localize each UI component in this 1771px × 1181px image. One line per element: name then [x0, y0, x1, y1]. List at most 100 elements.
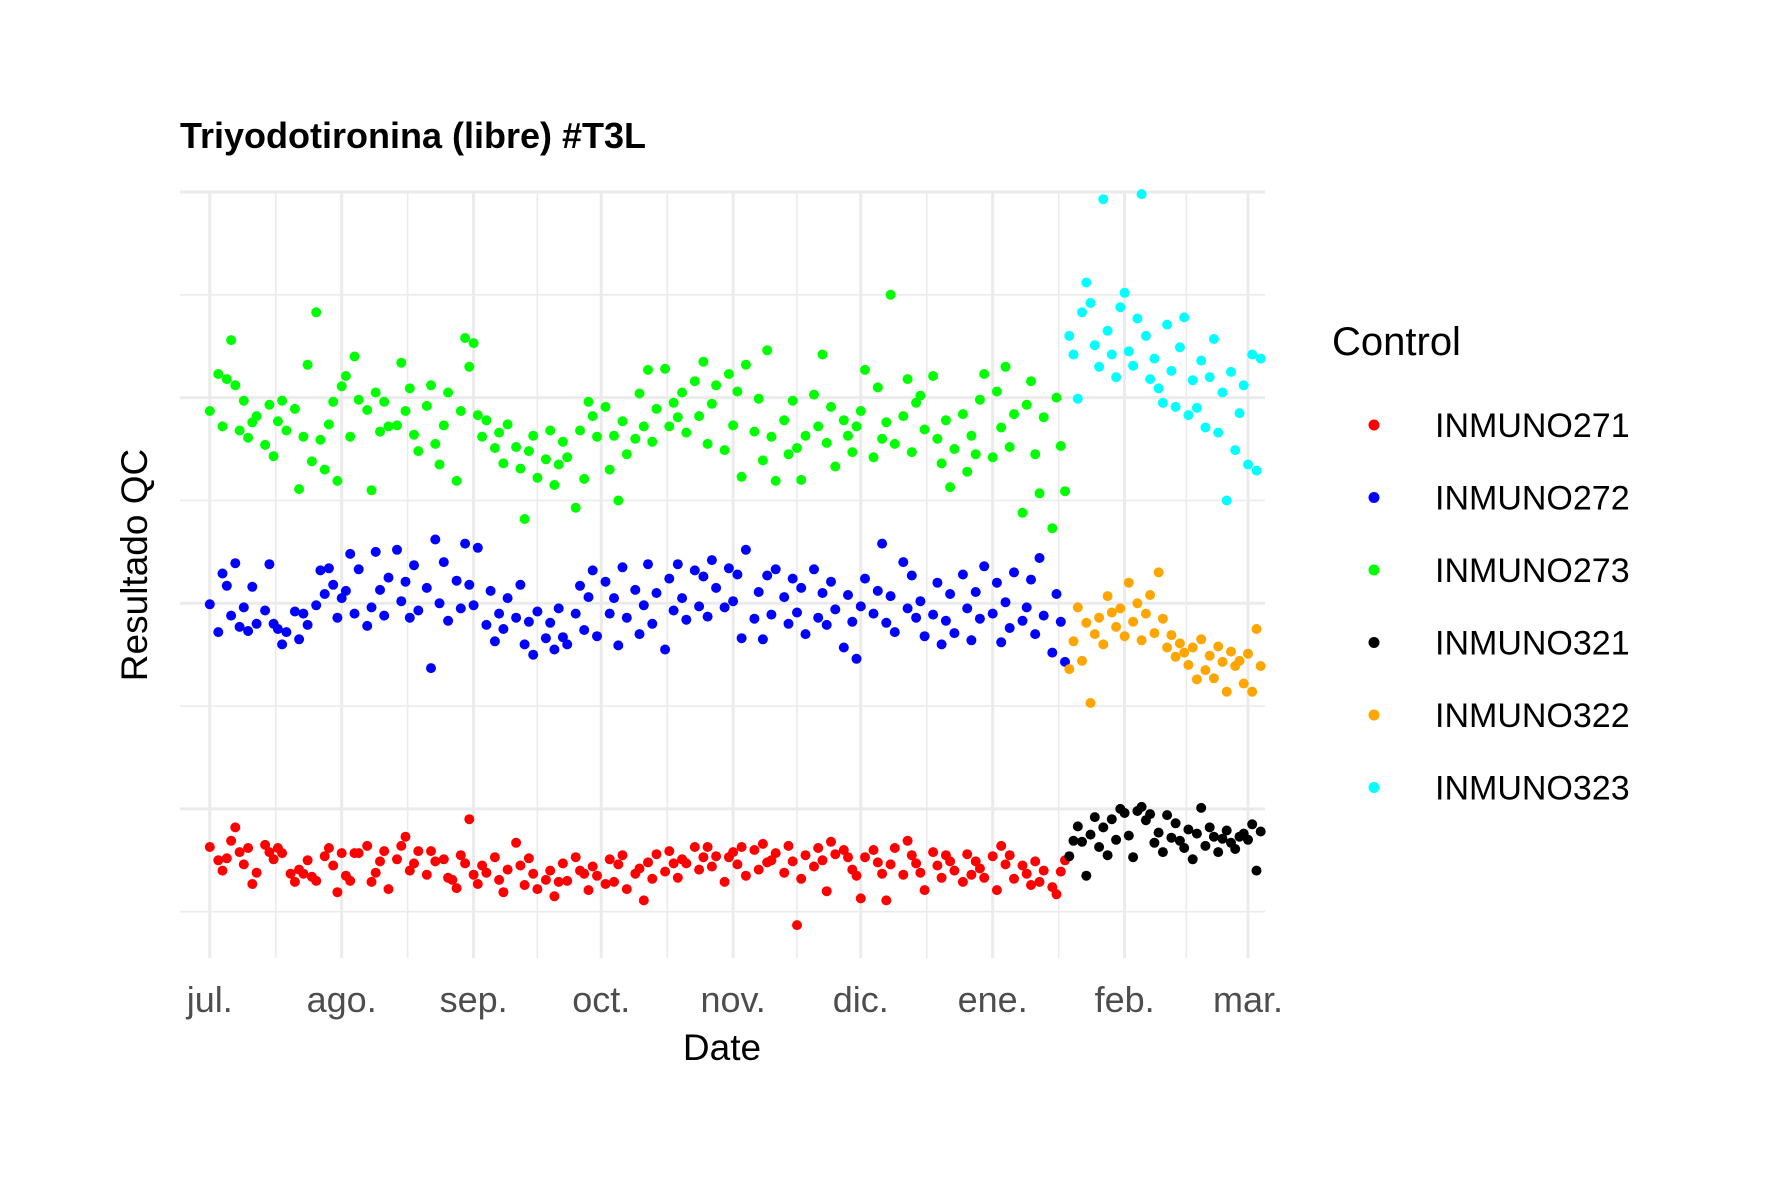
data-point: [1196, 802, 1207, 813]
data-point: [587, 565, 598, 576]
data-point: [796, 873, 807, 884]
data-point: [438, 557, 449, 568]
data-point: [251, 867, 262, 878]
data-point: [694, 601, 705, 612]
data-point: [1068, 349, 1079, 360]
data-point: [889, 627, 900, 638]
data-point: [711, 851, 722, 862]
data-point: [238, 395, 249, 406]
data-point: [340, 585, 351, 596]
data-point: [651, 849, 662, 860]
data-point: [711, 380, 722, 391]
data-point: [1077, 307, 1087, 318]
legend-key: [1368, 419, 1380, 431]
data-point: [1098, 639, 1109, 650]
data-point: [230, 558, 241, 569]
data-point: [906, 447, 917, 458]
data-point: [379, 610, 390, 621]
data-point: [392, 544, 402, 555]
data-point: [1187, 854, 1198, 865]
data-point: [634, 388, 645, 399]
data-point: [434, 598, 445, 609]
data-point: [885, 591, 896, 602]
x-tick-label: nov.: [700, 979, 765, 1020]
data-point: [213, 627, 224, 638]
data-point: [830, 604, 841, 615]
data-point: [1179, 647, 1190, 658]
data-point: [757, 838, 768, 849]
data-point: [430, 534, 441, 545]
data-point: [1064, 851, 1075, 862]
data-point: [621, 612, 632, 623]
data-point: [1060, 656, 1070, 667]
data-point: [336, 381, 347, 392]
data-point: [1179, 843, 1190, 853]
data-point: [328, 860, 339, 871]
data-point: [681, 614, 692, 625]
data-point: [319, 464, 330, 475]
data-point: [643, 559, 653, 570]
data-point: [728, 596, 739, 607]
data-point: [379, 396, 390, 407]
data-point: [1026, 574, 1036, 585]
data-point: [779, 867, 790, 878]
data-point: [1162, 319, 1173, 330]
data-point: [1119, 631, 1130, 642]
data-point: [311, 600, 322, 611]
data-point: [421, 869, 432, 880]
data-point: [498, 624, 509, 634]
data-point: [770, 475, 781, 486]
data-point: [889, 438, 900, 449]
data-point: [732, 569, 743, 580]
data-point: [494, 874, 505, 885]
data-point: [1234, 655, 1245, 666]
data-point: [238, 859, 249, 870]
data-point: [1191, 402, 1202, 413]
data-point: [1004, 850, 1015, 861]
data-point: [1136, 635, 1147, 646]
data-point: [396, 596, 407, 607]
data-point: [1004, 623, 1015, 633]
data-point: [796, 474, 807, 485]
data-point: [345, 875, 356, 886]
data-point: [1021, 602, 1032, 613]
data-point: [949, 865, 960, 876]
data-point: [226, 835, 237, 846]
data-point: [213, 369, 224, 379]
data-point: [332, 475, 343, 486]
data-point: [489, 852, 500, 863]
data-point: [570, 608, 581, 619]
data-point: [366, 485, 377, 496]
data-point: [898, 411, 909, 422]
data-point: [315, 434, 326, 445]
data-point: [902, 374, 913, 385]
data-point: [732, 859, 743, 870]
data-point: [1055, 866, 1066, 877]
data-point: [617, 850, 628, 861]
data-point: [272, 416, 283, 427]
data-point: [328, 396, 339, 407]
data-point: [1191, 828, 1202, 839]
data-point: [698, 852, 709, 863]
x-axis-title: Date: [683, 1027, 761, 1068]
data-point: [1030, 449, 1041, 460]
data-point: [987, 608, 998, 619]
data-point: [1094, 612, 1105, 623]
data-point: [519, 639, 530, 650]
data-point: [221, 580, 232, 591]
data-point: [285, 868, 296, 879]
data-point: [319, 589, 330, 599]
data-point: [945, 856, 956, 867]
data-point: [234, 847, 245, 858]
data-point: [906, 850, 917, 861]
data-point: [1153, 383, 1164, 394]
data-point: [851, 653, 862, 664]
data-point: [1145, 374, 1156, 385]
data-point: [281, 627, 292, 638]
data-point: [553, 876, 564, 887]
data-point: [672, 559, 683, 570]
data-point: [464, 814, 475, 825]
data-point: [1170, 401, 1181, 412]
data-point: [694, 411, 705, 422]
data-point: [979, 872, 990, 883]
